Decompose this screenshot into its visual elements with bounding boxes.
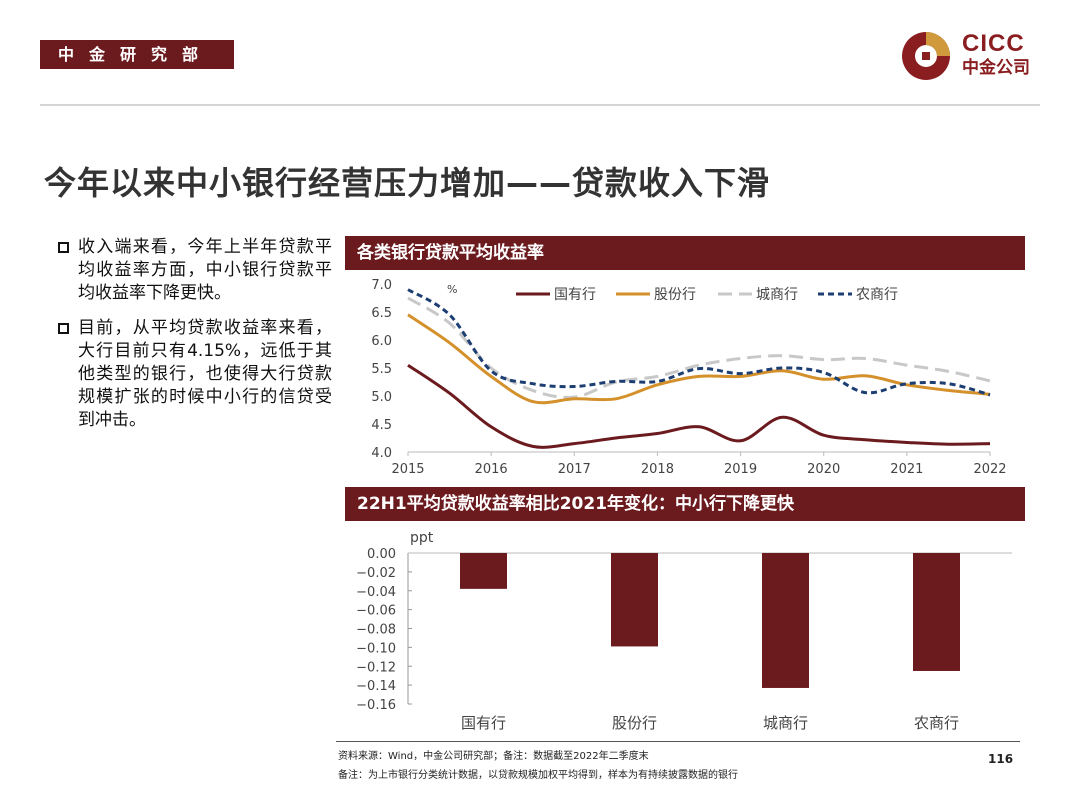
series-line-3 — [407, 296, 991, 399]
cicc-logo: CICC 中金公司 — [900, 30, 1050, 82]
series-line-1 — [407, 363, 991, 449]
department-badge: 中金研究部 — [40, 40, 234, 69]
source-note: 资料来源：Wind，中金公司研究部；备注：数据截至2022年二季度末 — [338, 751, 649, 762]
category-label: 国有行 — [461, 714, 506, 732]
page-number: 116 — [988, 752, 1014, 766]
page-title: 今年以来中小银行经营压力增加——贷款收入下滑 — [44, 164, 771, 202]
x-tick-label: 2022 — [973, 462, 1006, 477]
y-tick-label: −0.14 — [356, 679, 396, 694]
bar-3 — [762, 553, 809, 688]
line-chart-title: 各类银行贷款平均收益率 — [345, 236, 1025, 270]
logo-text-en: CICC — [962, 30, 1025, 57]
y-tick-label: 5.5 — [371, 362, 392, 377]
x-tick-label: 2020 — [807, 462, 840, 477]
series-line-4 — [407, 288, 991, 397]
y-tick-label: −0.06 — [356, 604, 396, 619]
cicc-logo-icon — [902, 32, 950, 80]
x-tick-label: 2021 — [890, 462, 923, 477]
legend-label: 农商行 — [856, 287, 898, 303]
bullet-text: 目前，从平均贷款收益率来看，大行目前只有4.15%，远低于其他类型的银行，也使得… — [78, 318, 332, 430]
series-line-2 — [407, 313, 991, 405]
bullet-text: 收入端来看，今年上半年贷款平均收益率方面，中小银行贷款平均收益率下降更快。 — [78, 237, 332, 303]
bullet-square-icon — [58, 323, 69, 334]
y-tick-label: −0.08 — [356, 623, 396, 638]
y-tick-label: −0.02 — [356, 566, 396, 581]
x-tick-label: 2019 — [724, 462, 757, 477]
bar-4 — [913, 553, 960, 671]
remark-note: 备注：为上市银行分类统计数据，以贷款规模加权平均得到，样本为有持续披露数据的银行 — [338, 770, 738, 781]
y-tick-label: 0.00 — [367, 547, 396, 562]
y-tick-label: 4.0 — [371, 446, 392, 461]
y-tick-label: −0.12 — [356, 660, 396, 675]
x-tick-label: 2016 — [475, 462, 508, 477]
header-divider — [40, 104, 1040, 106]
yield-change-bar-chart: ppt 0.00 −0.02 −0.04 −0.06 −0.08 −0.10 −0.12 −0.… — [356, 530, 1012, 732]
y-tick-label: 6.5 — [371, 306, 392, 321]
logo-text-cn: 中金公司 — [962, 58, 1030, 78]
y-tick-label: 4.5 — [371, 418, 392, 433]
legend-label: 股份行 — [654, 287, 696, 303]
y-axis-unit-label: ppt — [410, 530, 434, 546]
legend-label: 国有行 — [554, 287, 596, 303]
legend-label: 城商行 — [756, 287, 798, 303]
bullet-item: 目前，从平均贷款收益率来看，大行目前只有4.15%，远低于其他类型的银行，也使得… — [56, 317, 332, 432]
category-label: 股份行 — [612, 714, 657, 732]
category-label: 农商行 — [914, 714, 959, 732]
y-axis-unit-label: % — [447, 283, 457, 296]
y-tick-label: 6.0 — [371, 334, 392, 349]
bar-2 — [611, 553, 658, 647]
category-label: 城商行 — [763, 714, 808, 732]
y-tick-label: −0.16 — [356, 698, 396, 713]
footer-divider — [336, 741, 1020, 742]
bullet-square-icon — [58, 242, 69, 253]
bullet-list: 收入端来看，今年上半年贷款平均收益率方面，中小银行贷款平均收益率下降更快。 目前… — [56, 236, 332, 444]
y-tick-label: 5.0 — [371, 390, 392, 405]
y-tick-label: −0.04 — [356, 585, 396, 600]
y-tick-label: 7.0 — [371, 278, 392, 293]
y-tick-label: −0.10 — [356, 641, 396, 656]
x-tick-label: 2017 — [558, 462, 591, 477]
bar-chart-title: 22H1平均贷款收益率相比2021年变化：中小行下降更快 — [345, 487, 1025, 521]
bullet-item: 收入端来看，今年上半年贷款平均收益率方面，中小银行贷款平均收益率下降更快。 — [56, 236, 332, 305]
bar-1 — [460, 553, 507, 589]
x-tick-label: 2015 — [391, 462, 424, 477]
x-tick-label: 2018 — [641, 462, 674, 477]
